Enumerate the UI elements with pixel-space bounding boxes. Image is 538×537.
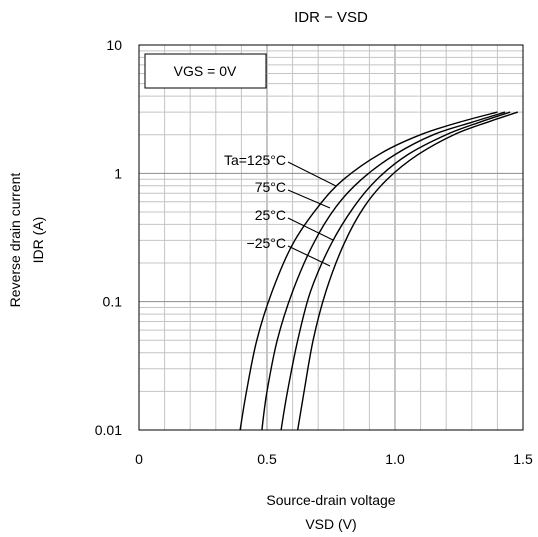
y-tick-label: 10 — [106, 37, 122, 53]
series-line-2 — [280, 111, 511, 431]
y-tick-labels: 0.01 0.1 1 10 — [95, 37, 122, 438]
grid — [139, 45, 523, 430]
label-leaders: Ta=125°C 75°C 25°C −25°C — [224, 152, 337, 267]
plot-frame — [138, 44, 524, 431]
y-tick-label: 0.01 — [95, 422, 122, 438]
series-leader-line-3 — [287, 245, 331, 267]
series-label-1: 75°C — [255, 179, 286, 195]
x-tick-label: 1.5 — [513, 451, 533, 467]
x-tick-label: 0 — [135, 451, 143, 467]
series-leader-line-1 — [287, 189, 331, 209]
y-tick-label: 0.1 — [103, 294, 123, 310]
condition-box-label: VGS = 0V — [174, 63, 237, 79]
curves — [239, 111, 519, 431]
y-axis-unit-label: IDR (A) — [30, 217, 46, 264]
condition-box: VGS = 0V — [144, 53, 267, 89]
x-axis-label: Source-drain voltage — [266, 492, 395, 508]
x-tick-label: 0.5 — [257, 451, 277, 467]
series-label-2: 25°C — [255, 207, 286, 223]
series-line-3 — [297, 111, 519, 431]
x-tick-labels: 0 0.5 1.0 1.5 — [135, 451, 533, 467]
series-leader-line-0 — [287, 161, 337, 187]
x-tick-label: 1.0 — [385, 451, 405, 467]
x-axis-unit-label: VSD (V) — [305, 516, 356, 532]
y-axis-label: Reverse drain current — [7, 173, 23, 308]
series-label-3: −25°C — [247, 235, 286, 251]
y-tick-label: 1 — [114, 165, 122, 181]
series-line-1 — [261, 111, 506, 431]
series-label-0: Ta=125°C — [224, 152, 286, 168]
series-leader-line-2 — [287, 217, 334, 241]
series-line-0 — [239, 111, 498, 431]
chart-title: IDR − VSD — [294, 9, 368, 26]
condition-box-frame — [144, 53, 267, 89]
